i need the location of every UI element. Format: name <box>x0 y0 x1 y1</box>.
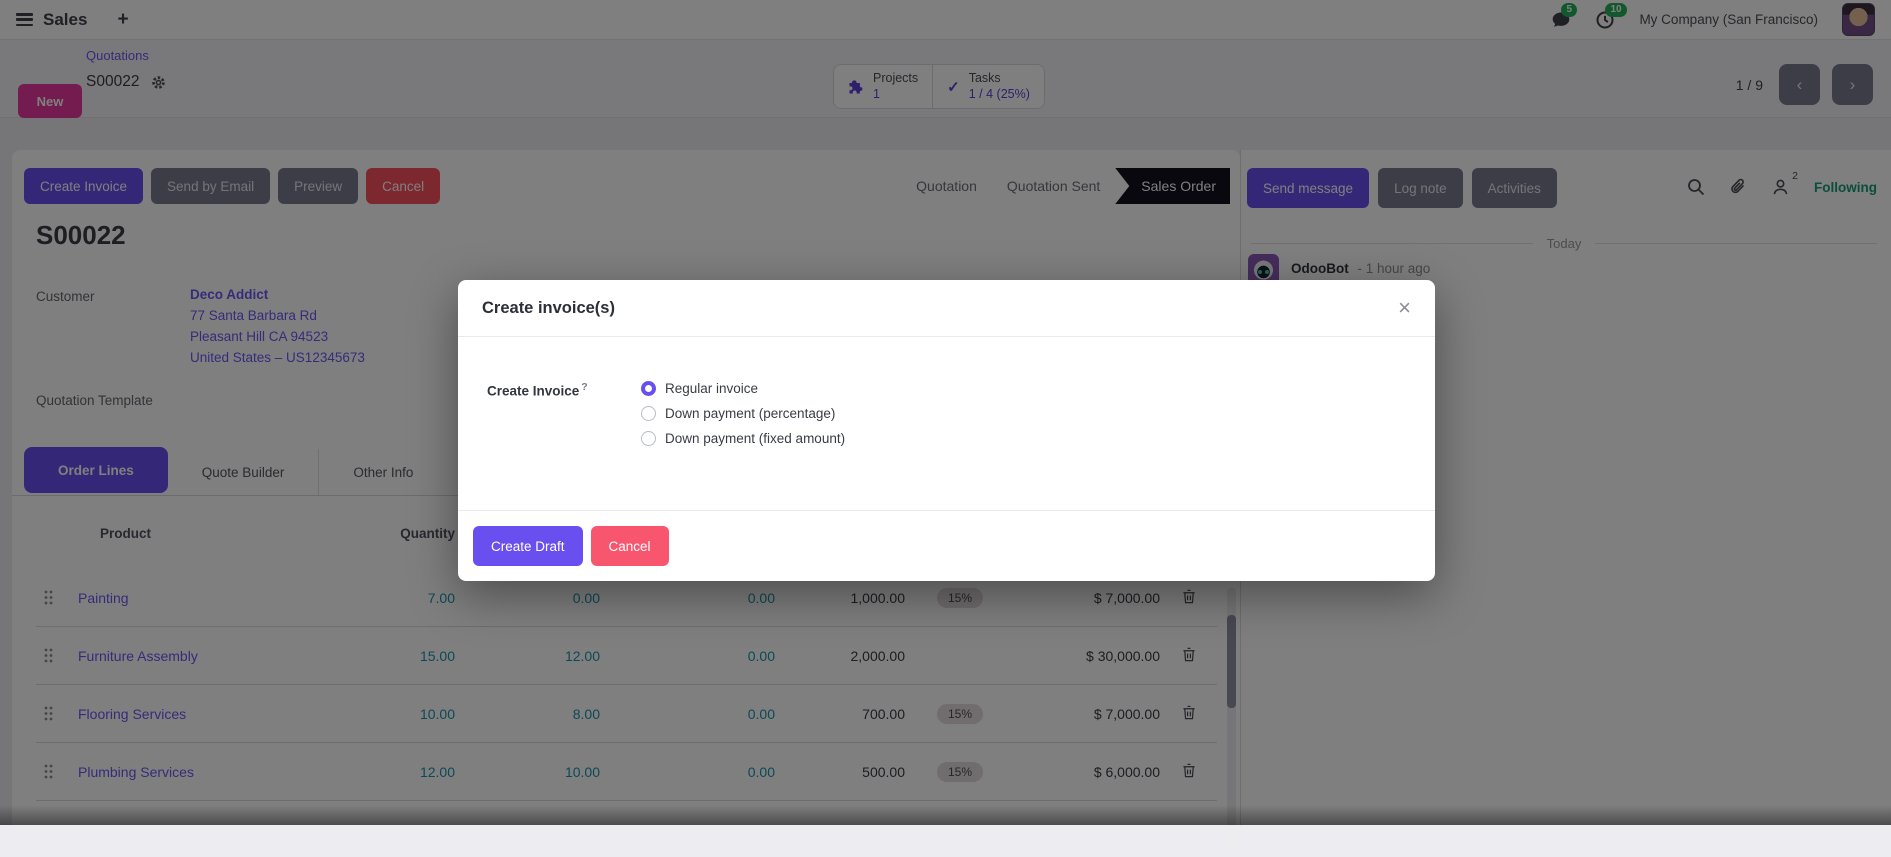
dialog-title: Create invoice(s) <box>482 298 615 317</box>
invoice-options: Regular invoice Down payment (percentage… <box>641 381 845 510</box>
dialog-cancel-button[interactable]: Cancel <box>590 526 669 566</box>
close-icon[interactable]: × <box>1398 295 1411 320</box>
radio-icon[interactable] <box>641 431 656 446</box>
create-draft-button[interactable]: Create Draft <box>473 526 583 566</box>
option-down-payment-fixed[interactable]: Down payment (fixed amount) <box>641 431 845 446</box>
radio-selected-icon[interactable] <box>641 381 656 396</box>
option-regular-invoice[interactable]: Regular invoice <box>641 381 845 396</box>
create-invoice-dialog: Create invoice(s) × Create Invoice? Regu… <box>458 280 1435 581</box>
option-down-payment-percentage[interactable]: Down payment (percentage) <box>641 406 845 421</box>
radio-icon[interactable] <box>641 406 656 421</box>
help-question-icon[interactable]: ? <box>581 381 588 393</box>
create-invoice-field-label: Create Invoice? <box>487 381 588 399</box>
